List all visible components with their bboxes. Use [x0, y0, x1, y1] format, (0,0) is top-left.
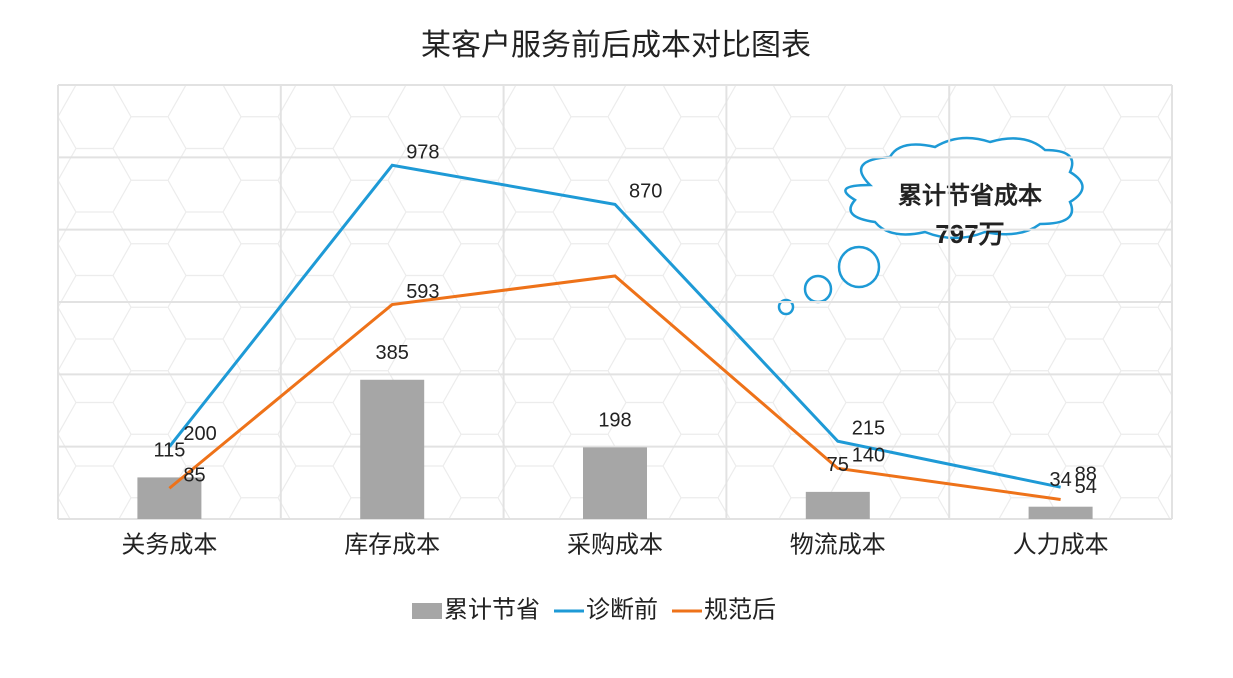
line — [168, 274, 1061, 501]
x-tick-label: 人力成本 — [1013, 531, 1109, 558]
data-label: 198 — [598, 410, 631, 432]
data-label: 54 — [1075, 476, 1097, 498]
legend-label: 诊断前 — [586, 596, 658, 623]
x-tick-label: 采购成本 — [567, 531, 663, 558]
data-label: 88 — [1075, 463, 1097, 485]
data-label: 215 — [852, 418, 885, 440]
data-label: 593 — [406, 281, 439, 303]
data-label: 85 — [183, 465, 205, 487]
annotation-text: 累计节省成本 — [898, 182, 1042, 209]
annotation-cloud — [777, 136, 1084, 316]
bar — [805, 491, 870, 519]
bar — [583, 447, 647, 519]
bar — [137, 477, 202, 519]
chart-title: 某客户服务前后成本对比图表 — [421, 29, 811, 62]
x-tick-label: 库存成本 — [344, 531, 440, 558]
annotation-text: 797万 — [935, 219, 1004, 249]
data-label: 385 — [376, 342, 409, 364]
data-label: 140 — [852, 445, 885, 467]
data-label: 978 — [406, 142, 439, 164]
data-label: 75 — [827, 454, 849, 476]
legend-swatch — [412, 603, 442, 619]
bar — [1028, 506, 1093, 519]
x-tick-label: 关务成本 — [121, 531, 217, 558]
data-label: 115 — [153, 440, 185, 462]
legend-label: 规范后 — [704, 596, 776, 623]
line — [168, 163, 1061, 489]
legend-label: 累计节省 — [444, 596, 540, 623]
x-tick-label: 物流成本 — [790, 531, 886, 558]
data-label: 870 — [629, 181, 662, 203]
data-label: 200 — [183, 423, 216, 445]
data-label: 34 — [1049, 469, 1071, 491]
bar — [360, 379, 425, 519]
